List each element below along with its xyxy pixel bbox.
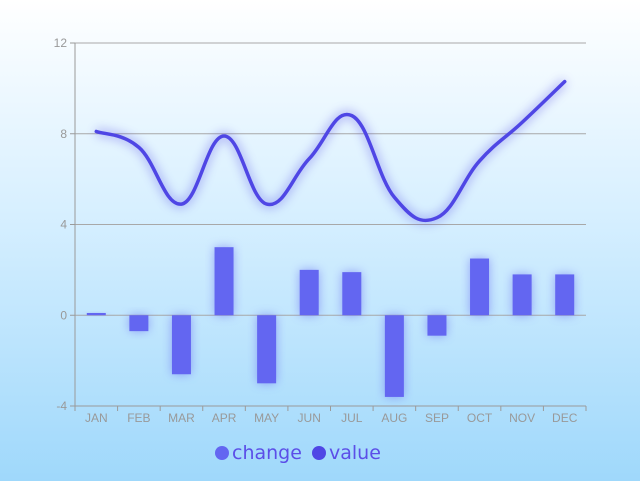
line-point[interactable]: [350, 114, 353, 117]
x-tick-label: MAR: [168, 411, 195, 425]
y-tick-label: -4: [56, 399, 67, 413]
x-tick-label: DEC: [552, 411, 578, 425]
line-point[interactable]: [223, 135, 226, 138]
bar[interactable]: [342, 272, 362, 316]
bar[interactable]: [427, 315, 447, 336]
line-path[interactable]: [94, 79, 567, 223]
line-point[interactable]: [478, 159, 481, 162]
bar[interactable]: [171, 315, 191, 375]
x-tick-label: NOV: [509, 411, 535, 425]
legend-marker: [312, 446, 326, 460]
bar[interactable]: [86, 312, 106, 316]
bar[interactable]: [129, 315, 149, 332]
bar[interactable]: [299, 269, 319, 316]
x-tick-label: AUG: [381, 411, 407, 425]
bar[interactable]: [512, 274, 532, 316]
line-point[interactable]: [308, 157, 311, 160]
bar[interactable]: [214, 247, 234, 316]
line-series-value: [94, 78, 568, 225]
x-tick-label: MAY: [254, 411, 279, 425]
y-tick-label: 8: [60, 127, 67, 141]
line-point[interactable]: [521, 121, 524, 124]
bar[interactable]: [257, 315, 277, 384]
bar-series-change: [86, 247, 575, 397]
axes: [70, 42, 587, 411]
x-tick-label: SEP: [425, 411, 449, 425]
bar[interactable]: [555, 274, 575, 316]
x-tick-label: APR: [212, 411, 237, 425]
line-point[interactable]: [180, 203, 183, 206]
y-tick-label: 4: [60, 218, 67, 232]
x-tick-label: OCT: [467, 411, 493, 425]
x-tick-label: JAN: [85, 411, 108, 425]
x-tick-label: FEB: [127, 411, 150, 425]
legend-item-value[interactable]: value: [312, 442, 381, 464]
y-tick-label: 12: [54, 36, 68, 50]
line-point[interactable]: [393, 196, 396, 199]
legend[interactable]: change value: [215, 442, 381, 464]
grid: [75, 42, 586, 316]
x-tick-labels: JAN FEB MAR APR MAY JUN JUL AUG SEP OCT NOV DEC: [85, 411, 578, 425]
line-point[interactable]: [95, 130, 98, 133]
legend-marker: [215, 446, 229, 460]
bar[interactable]: [384, 315, 404, 397]
y-tick-labels: -4 0 4 8 12: [54, 36, 68, 413]
line-point[interactable]: [435, 216, 438, 219]
legend-item-change[interactable]: change: [215, 442, 302, 464]
line-point[interactable]: [137, 146, 140, 149]
legend-label: value: [329, 442, 381, 464]
x-tick-label: JUL: [341, 411, 363, 425]
line-point[interactable]: [265, 203, 268, 206]
bar[interactable]: [470, 258, 490, 316]
line-point[interactable]: [563, 80, 566, 83]
x-tick-label: JUN: [298, 411, 321, 425]
legend-label: change: [232, 442, 302, 464]
line-glow: [94, 78, 568, 225]
y-tick-label: 0: [60, 308, 67, 322]
